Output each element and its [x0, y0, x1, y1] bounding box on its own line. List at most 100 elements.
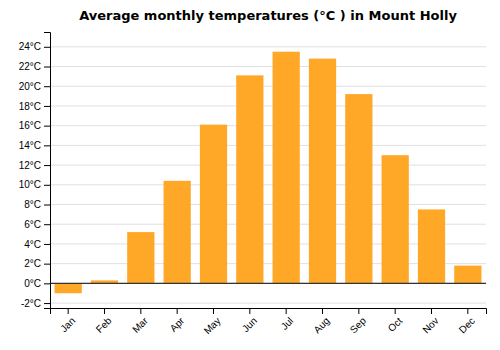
x-tick-label: Nov: [420, 315, 440, 335]
x-tick: Aug: [311, 308, 331, 335]
bar: [273, 52, 300, 284]
x-tick: Apr: [168, 308, 187, 334]
grid-line: [50, 303, 486, 304]
grid-line: [50, 283, 486, 284]
x-tick-label: Jul: [279, 315, 296, 332]
x-tick-label: Oct: [386, 315, 405, 334]
y-tick: 0°C: [24, 278, 50, 289]
y-tick-mark: [44, 205, 50, 206]
x-tick-mark: [177, 308, 178, 314]
x-axis-line: [51, 309, 487, 315]
bar: [200, 125, 227, 284]
x-tick: Feb: [94, 308, 114, 335]
y-axis: -2°C 0°C 2°C 4°C 6°C 8°C 10°C 12°C 14°C 16°C 18°C 2…: [19, 33, 51, 309]
grid: [50, 47, 486, 303]
x-tick-label: May: [202, 315, 223, 336]
bars: [55, 52, 482, 294]
y-tick: 6°C: [24, 219, 50, 230]
x-tick-label: Jun: [240, 315, 259, 334]
y-tick-mark: [44, 106, 50, 107]
x-tick-mark: [140, 308, 141, 314]
grid-line: [50, 125, 486, 126]
plot: -2°C 0°C 2°C 4°C 6°C 8°C 10°C 12°C 14°C 16°C 18°C 2…: [19, 33, 487, 337]
y-tick: 4°C: [24, 239, 50, 250]
y-tick-label: 8°C: [24, 199, 41, 210]
y-tick-mark: [44, 86, 50, 87]
x-tick-label: Feb: [94, 315, 114, 335]
grid-line: [50, 165, 486, 166]
y-tick-label: 24°C: [19, 41, 41, 52]
y-tick: 14°C: [19, 140, 50, 151]
x-tick-mark: [395, 308, 396, 314]
x-tick-mark: [249, 308, 250, 314]
y-tick-mark: [44, 283, 50, 284]
y-tick: 24°C: [19, 41, 50, 52]
y-tick-mark: [44, 185, 50, 186]
x-tick-mark: [322, 308, 323, 314]
y-tick: 2°C: [24, 258, 50, 269]
grid-line: [50, 145, 486, 146]
x-tick: Jun: [240, 308, 259, 334]
x-tick-mark: [286, 308, 287, 314]
y-tick: 18°C: [19, 101, 50, 112]
y-tick-mark: [44, 224, 50, 225]
bar: [164, 181, 191, 284]
chart: -2°C 0°C 2°C 4°C 6°C 8°C 10°C 12°C 14°C 16°C 18°C 2…: [0, 0, 500, 350]
y-tick: -2°C: [21, 298, 50, 309]
x-tick: Mar: [130, 308, 150, 335]
y-tick-mark: [44, 165, 50, 166]
x-axis: Jan Feb Mar Apr May Jun Jul Aug Sep Oct Nov Dec: [51, 308, 487, 336]
bar: [418, 209, 445, 283]
bar: [345, 94, 372, 283]
y-tick-label: 2°C: [24, 258, 41, 269]
y-tick-label: 20°C: [19, 81, 41, 92]
x-tick: Nov: [420, 308, 440, 335]
bar: [454, 266, 481, 284]
y-tick-mark: [44, 145, 50, 146]
x-tick-mark: [467, 308, 468, 314]
y-tick-mark: [44, 47, 50, 48]
y-tick: 8°C: [24, 199, 50, 210]
y-tick-mark: [44, 264, 50, 265]
y-tick-label: 0°C: [24, 278, 41, 289]
y-tick-label: 22°C: [19, 61, 41, 72]
y-tick: 10°C: [19, 179, 50, 190]
bar: [309, 59, 336, 284]
y-tick: 12°C: [19, 160, 50, 171]
x-tick-mark: [213, 308, 214, 314]
y-tick-label: 12°C: [19, 160, 41, 171]
x-tick: Dec: [457, 308, 477, 335]
y-tick-label: 10°C: [19, 179, 41, 190]
x-tick: Jan: [58, 308, 77, 334]
y-tick: 22°C: [19, 61, 50, 72]
y-tick-mark: [44, 244, 50, 245]
y-tick-label: 4°C: [24, 239, 41, 250]
x-tick: May: [202, 308, 223, 336]
bar: [382, 155, 409, 283]
y-axis-line: [44, 33, 51, 309]
x-tick-label: Aug: [311, 315, 331, 335]
bar: [55, 283, 82, 293]
y-tick-label: 18°C: [19, 101, 41, 112]
y-tick: 16°C: [19, 120, 50, 131]
y-tick-label: -2°C: [21, 298, 41, 309]
x-tick: Oct: [386, 308, 405, 334]
y-tick: 20°C: [19, 81, 50, 92]
x-tick-mark: [68, 308, 69, 314]
grid-line: [50, 66, 486, 67]
y-tick-mark: [44, 67, 50, 68]
y-tick-label: 6°C: [24, 219, 41, 230]
y-tick-label: 16°C: [19, 120, 41, 131]
y-tick-mark: [44, 126, 50, 127]
y-tick-mark: [44, 303, 50, 304]
grid-line: [50, 105, 486, 106]
grid-line: [50, 86, 486, 87]
bar: [236, 75, 263, 283]
x-tick-label: Dec: [457, 315, 477, 335]
grid-line: [50, 204, 486, 205]
x-tick-mark: [358, 308, 359, 314]
bar: [127, 232, 154, 283]
x-tick-mark: [431, 308, 432, 314]
x-tick-label: Sep: [348, 315, 369, 336]
x-tick: Jul: [279, 308, 296, 332]
